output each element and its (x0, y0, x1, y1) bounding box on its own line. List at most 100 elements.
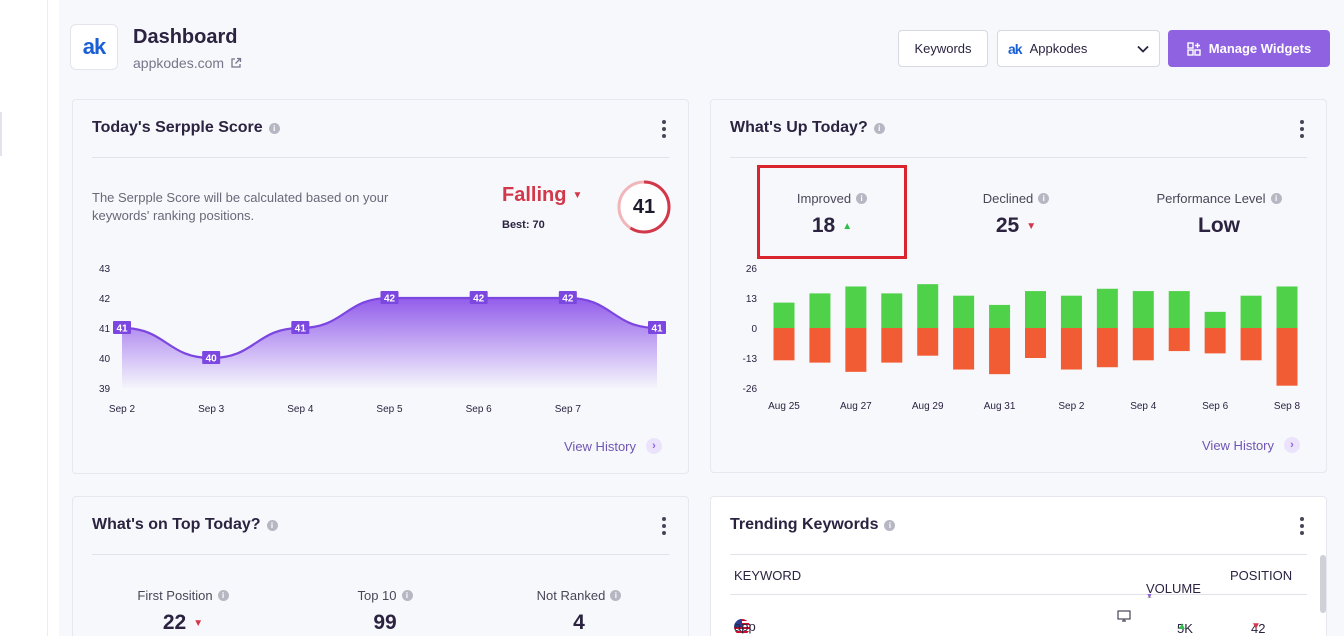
us-flag-icon (734, 619, 750, 635)
improved-bar[interactable] (845, 286, 867, 328)
kebab-menu-icon[interactable] (662, 517, 666, 535)
site-domain-text: appkodes.com (133, 55, 225, 71)
data-point-label[interactable]: 41 (648, 321, 666, 335)
improved-bar[interactable] (953, 295, 975, 328)
info-icon[interactable]: i (873, 122, 885, 134)
info-icon[interactable]: i (1038, 193, 1050, 204)
manage-widgets-button[interactable]: Manage Widgets (1168, 30, 1330, 67)
x-tick-label: Sep 2 (109, 404, 136, 415)
declined-bar[interactable] (1096, 328, 1118, 368)
declined-bar[interactable] (1132, 328, 1154, 361)
divider (730, 157, 1307, 158)
caret-down-icon: ▼ (1026, 220, 1037, 232)
data-point-badge (558, 291, 577, 304)
info-icon[interactable]: i (266, 519, 278, 531)
improved-bar[interactable] (1096, 288, 1118, 328)
divider (92, 157, 669, 158)
external-link-icon[interactable] (230, 57, 242, 69)
app-logo: ak (70, 24, 118, 70)
declined-bar[interactable] (845, 328, 867, 372)
improved-bar[interactable] (809, 293, 831, 328)
first-position-value-row: 22 ▼ (113, 611, 253, 635)
view-history-label: View History (564, 438, 637, 454)
info-icon[interactable]: i (1270, 193, 1282, 204)
table-header: KEYWORD VOLUME ▲ ▼ POSITION (730, 554, 1307, 600)
improved-bar[interactable] (989, 304, 1011, 328)
x-tick-label: Sep 6 (466, 404, 493, 415)
site-domain[interactable]: appkodes.com (133, 55, 242, 71)
declined-bar[interactable] (989, 328, 1011, 375)
declined-bar[interactable] (1240, 328, 1262, 361)
desktop-icon (1117, 610, 1131, 622)
declined-bar[interactable] (881, 328, 903, 363)
top-10-label-row: Top 10 i (325, 588, 445, 603)
declined-bar[interactable] (1060, 328, 1082, 370)
appkodes-logo-icon: ak (1008, 40, 1023, 57)
declined-bar[interactable] (809, 328, 831, 363)
x-tick-label: Sep 6 (1202, 401, 1229, 412)
data-point-badge (291, 321, 310, 334)
info-icon[interactable]: i (856, 193, 868, 204)
x-tick-label: Aug 27 (840, 401, 872, 412)
trend-label: Falling (502, 184, 567, 206)
view-history-link[interactable]: View History › (564, 438, 663, 454)
improved-bar[interactable] (1060, 295, 1082, 328)
keyword-text: app clone (734, 619, 765, 636)
chevron-right-icon: › (646, 438, 663, 454)
data-point-label[interactable]: 42 (558, 291, 577, 305)
caret-down-icon: ▼ (1251, 621, 1261, 632)
declined-bar[interactable] (953, 328, 975, 370)
x-tick-label: Sep 8 (1274, 401, 1301, 412)
info-icon[interactable]: i (401, 590, 413, 601)
view-history-link[interactable]: View History › (1202, 437, 1301, 453)
declined-bar[interactable] (773, 328, 795, 361)
declined-bar[interactable] (917, 328, 939, 356)
table-row[interactable]: app clone 5K ▲ 42 ▼ (730, 595, 1307, 636)
info-icon[interactable]: i (268, 122, 280, 134)
page-header: ak Dashboard appkodes.com Keywords ak Ap… (70, 24, 1330, 74)
improved-bar[interactable] (1204, 311, 1226, 328)
on-top-title: What's on Top Today? (92, 516, 261, 533)
volume-value: 5K (1177, 621, 1193, 636)
page-title: Dashboard (133, 26, 238, 48)
info-icon[interactable]: i (217, 590, 229, 601)
declined-bar[interactable] (1276, 328, 1298, 386)
declined-bar[interactable] (1025, 328, 1046, 358)
improved-value: 18 (811, 214, 836, 237)
caret-up-icon: ▲ (1177, 621, 1187, 632)
improved-bar[interactable] (1240, 295, 1262, 328)
data-point-label[interactable]: 41 (113, 321, 131, 335)
scrollbar-thumb[interactable] (1320, 555, 1326, 613)
data-point-label[interactable]: 40 (202, 351, 221, 365)
improved-bar[interactable] (1276, 286, 1298, 328)
chevron-down-icon (1137, 45, 1149, 53)
y-tick-label: 43 (99, 264, 111, 275)
info-icon[interactable]: i (884, 519, 896, 531)
improved-bar[interactable] (1025, 291, 1046, 328)
kebab-menu-icon[interactable] (662, 120, 666, 138)
improved-bar[interactable] (881, 293, 903, 328)
declined-bar[interactable] (1204, 328, 1226, 354)
data-point-label[interactable]: 41 (291, 321, 310, 335)
data-point-badge (202, 351, 221, 364)
performance-value: Low (1198, 214, 1240, 237)
improved-bar[interactable] (773, 302, 795, 328)
app-select[interactable]: ak Appkodes (997, 30, 1160, 67)
improved-bar[interactable] (917, 284, 939, 328)
improved-bar[interactable] (1132, 291, 1154, 328)
declined-bar[interactable] (1168, 328, 1190, 352)
col-keyword[interactable]: KEYWORD (734, 568, 802, 583)
data-point-label[interactable]: 42 (469, 291, 488, 305)
whats-up-card: What's Up Today? i Improved i 18 ▲ Decli… (710, 99, 1327, 473)
chevron-right-icon: › (1284, 437, 1301, 453)
data-point-label[interactable]: 42 (380, 291, 399, 305)
kebab-menu-icon[interactable] (1300, 120, 1304, 138)
declined-value-row: 25 ▼ (941, 214, 1091, 238)
app-select-value: Appkodes (1029, 41, 1088, 56)
info-icon[interactable]: i (610, 590, 622, 601)
keywords-button[interactable]: Keywords (898, 30, 988, 67)
col-position[interactable]: POSITION (1230, 568, 1293, 583)
improved-bar[interactable] (1168, 291, 1190, 328)
first-position-value: 22 (162, 611, 187, 634)
kebab-menu-icon[interactable] (1300, 517, 1304, 535)
